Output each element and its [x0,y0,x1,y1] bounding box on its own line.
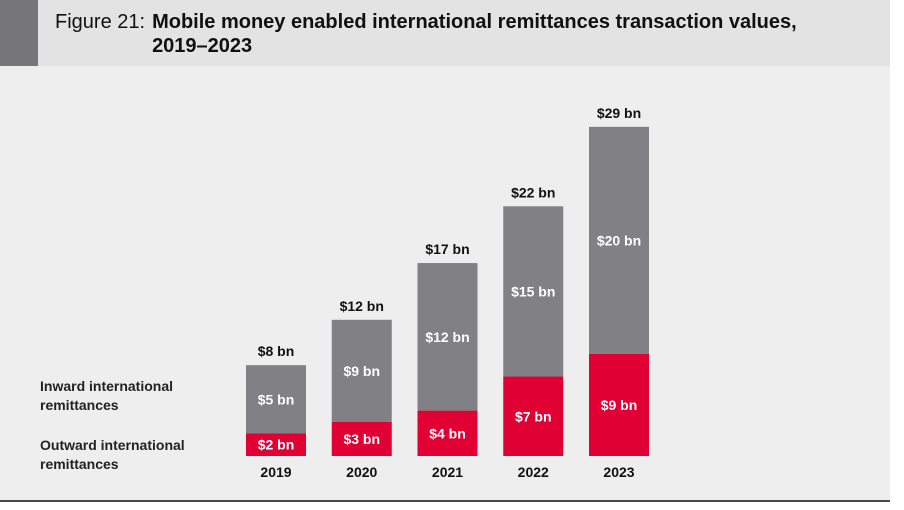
x-tick-label-2022: 2022 [518,464,549,480]
figure-header: Figure 21: Mobile money enabled internat… [0,0,890,66]
total-label-2019: $8 bn [258,343,295,359]
bar-outward-2021 [417,410,478,456]
bar-outward-2020 [331,421,392,456]
legend: Inward international remittances Outward… [40,378,185,472]
legend-inward-line2: remittances [40,397,119,413]
bar-inward-2022 [503,206,564,377]
legend-inward-line1: Inward international [40,378,173,394]
data-label-inward-2021: $12 bn [425,329,469,345]
data-label-outward-2020: $3 bn [343,431,380,447]
x-tick-label-2023: 2023 [603,464,634,480]
x-tick-label-2020: 2020 [346,464,377,480]
data-label-inward-2023: $20 bn [597,232,641,248]
bar-inward-2023 [589,126,649,354]
total-label-2021: $17 bn [425,241,469,257]
bar-inward-2021 [417,263,478,411]
bar-inward-2020 [331,319,392,422]
legend-outward-line1: Outward international [40,437,185,453]
data-label-inward-2022: $15 bn [511,283,555,299]
bar-outward-2019 [246,433,306,456]
data-label-inward-2019: $5 bn [258,391,295,407]
data-label-outward-2021: $4 bn [429,425,466,441]
data-label-outward-2023: $9 bn [601,397,638,413]
x-tick-label-2019: 2019 [260,464,291,480]
total-label-2020: $12 bn [340,298,384,314]
figure-label: Figure 21: [55,11,146,33]
bar-inward-2019 [246,365,306,434]
figure-title-text: Mobile money enabled international remit… [152,11,797,57]
data-label-outward-2019: $2 bn [258,437,295,453]
data-label-inward-2020: $9 bn [343,363,380,379]
figure-title: Figure 21: Mobile money enabled internat… [55,10,855,58]
bar-outward-2023 [589,353,649,456]
bottom-rule [0,500,890,502]
bar-outward-2022 [503,376,564,456]
total-label-2023: $29 bn [597,105,641,121]
x-tick-label-2021: 2021 [432,464,463,480]
header-accent-bar [0,0,38,66]
data-label-outward-2022: $7 bn [515,408,552,424]
bars: $5 bn $2 bn $8 bn 2019 $9 bn $3 bn $12 bn 2020 $… [246,105,649,480]
total-label-2022: $22 bn [511,184,555,200]
legend-outward-line2: remittances [40,456,119,472]
